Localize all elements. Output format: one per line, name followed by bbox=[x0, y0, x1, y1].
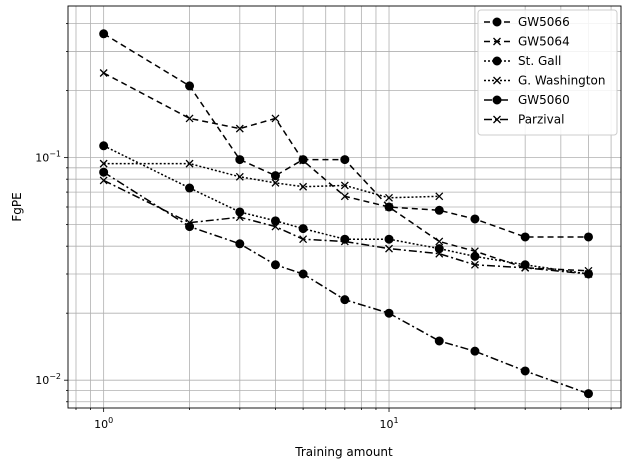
data-point bbox=[185, 159, 194, 168]
data-point bbox=[235, 172, 244, 181]
data-point bbox=[340, 192, 349, 201]
legend-entry: Parzival bbox=[484, 113, 564, 127]
series-line bbox=[103, 162, 440, 199]
data-point bbox=[520, 260, 530, 270]
legend-label: GW5064 bbox=[518, 35, 570, 49]
data-point bbox=[384, 308, 394, 318]
x-tick-label: 101 bbox=[379, 416, 398, 431]
data-point bbox=[340, 181, 349, 190]
data-point bbox=[470, 260, 479, 269]
data-point bbox=[470, 346, 480, 356]
series-line bbox=[103, 171, 589, 395]
series-line bbox=[103, 179, 589, 275]
plot-series bbox=[99, 29, 593, 399]
data-point bbox=[235, 155, 245, 165]
data-point bbox=[385, 244, 393, 253]
data-point bbox=[185, 81, 195, 91]
data-point bbox=[434, 205, 444, 215]
data-point bbox=[270, 216, 280, 226]
y-axis-label: FgPE bbox=[10, 192, 24, 221]
data-point bbox=[434, 244, 444, 254]
series-3 bbox=[99, 159, 444, 202]
data-point bbox=[99, 69, 108, 77]
data-point bbox=[271, 178, 280, 187]
data-point bbox=[385, 193, 393, 202]
legend: GW5066 GW5064 St. Gall G. Washington GW5060 P… bbox=[477, 9, 618, 136]
series-5 bbox=[99, 176, 593, 278]
legend-label: G. Washington bbox=[518, 74, 605, 88]
series-line bbox=[103, 145, 589, 275]
data-point bbox=[583, 232, 593, 242]
legend-marker bbox=[493, 37, 501, 46]
legend-label: GW5066 bbox=[518, 15, 570, 29]
series-4 bbox=[99, 167, 593, 399]
legend-label: GW5060 bbox=[518, 93, 570, 107]
legend-label: Parzival bbox=[518, 113, 564, 127]
data-point bbox=[185, 218, 194, 227]
data-point bbox=[340, 295, 350, 305]
data-point bbox=[470, 251, 480, 261]
legend-entry: G. Washington bbox=[484, 74, 605, 88]
data-point bbox=[584, 270, 593, 278]
data-point bbox=[384, 234, 394, 244]
data-point bbox=[299, 182, 308, 191]
legend-entry: St. Gall bbox=[484, 54, 561, 68]
data-point bbox=[299, 235, 308, 244]
data-point bbox=[99, 29, 109, 39]
data-point bbox=[435, 237, 444, 246]
data-point bbox=[185, 183, 195, 193]
legend-marker bbox=[492, 56, 502, 66]
data-point bbox=[299, 156, 308, 165]
data-point bbox=[235, 207, 245, 217]
legend-marker bbox=[493, 115, 501, 124]
grid bbox=[68, 6, 621, 408]
data-point bbox=[99, 176, 108, 185]
data-point bbox=[185, 222, 195, 232]
legend-marker bbox=[493, 76, 501, 85]
legend-marker bbox=[492, 95, 502, 105]
y-tick-label: 10−1 bbox=[35, 150, 61, 165]
data-point bbox=[520, 232, 530, 242]
data-point bbox=[99, 159, 108, 168]
data-point bbox=[185, 114, 194, 123]
data-point bbox=[298, 269, 308, 279]
data-point bbox=[271, 114, 280, 123]
data-point bbox=[235, 239, 245, 249]
axis-ticks: 100 101 10−2 10−1 bbox=[35, 23, 612, 431]
data-point bbox=[435, 249, 444, 258]
data-point bbox=[385, 203, 393, 211]
legend-entry: GW5064 bbox=[484, 35, 570, 49]
legend-box bbox=[477, 9, 618, 136]
data-point bbox=[521, 263, 530, 272]
legend-marker bbox=[492, 17, 502, 27]
data-point bbox=[435, 192, 444, 201]
x-axis-label: Training amount bbox=[294, 445, 393, 459]
legend-label: St. Gall bbox=[518, 54, 561, 68]
data-point bbox=[298, 224, 308, 234]
data-point bbox=[99, 167, 109, 177]
data-point bbox=[235, 213, 244, 222]
data-point bbox=[99, 141, 109, 151]
data-point bbox=[434, 336, 444, 346]
legend-entry: GW5066 bbox=[484, 15, 570, 29]
data-point bbox=[340, 155, 350, 165]
data-point bbox=[520, 366, 530, 376]
data-point bbox=[470, 214, 480, 224]
y-tick-label: 10−2 bbox=[35, 372, 61, 387]
data-point bbox=[270, 171, 280, 181]
data-point bbox=[271, 222, 280, 231]
legend-entry: GW5060 bbox=[484, 93, 570, 107]
data-point bbox=[235, 124, 244, 133]
data-point bbox=[340, 237, 349, 246]
data-point bbox=[270, 260, 280, 270]
data-point bbox=[583, 389, 593, 399]
x-tick-label: 100 bbox=[94, 416, 113, 431]
